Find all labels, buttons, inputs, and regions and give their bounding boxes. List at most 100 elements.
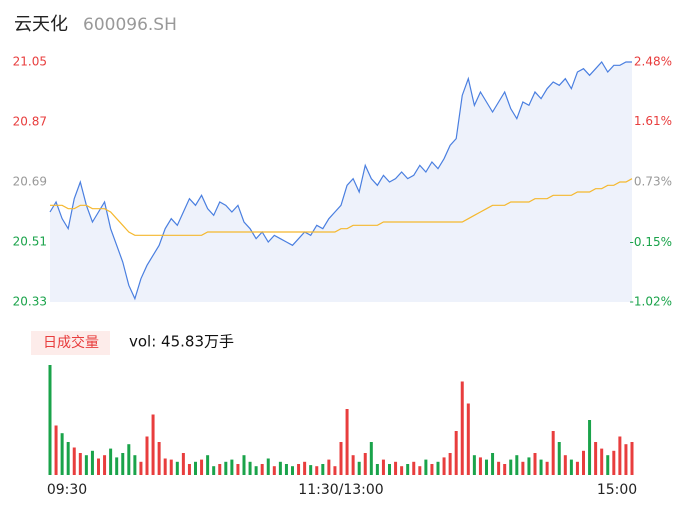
volume-bar bbox=[394, 461, 398, 475]
x-tick-label: 11:30/13:00 bbox=[298, 482, 383, 498]
volume-bar bbox=[230, 459, 234, 475]
volume-bar bbox=[90, 450, 94, 475]
volume-bar bbox=[84, 455, 88, 475]
volume-bar bbox=[151, 414, 155, 475]
volume-bar bbox=[133, 455, 137, 475]
volume-bar bbox=[503, 464, 507, 475]
volume-bar bbox=[121, 453, 125, 475]
volume-bar bbox=[272, 466, 276, 475]
volume-bar bbox=[66, 442, 70, 475]
volume-bar bbox=[594, 442, 598, 475]
volume-bar bbox=[163, 458, 167, 475]
volume-bar bbox=[97, 458, 100, 475]
volume-bar bbox=[266, 458, 270, 475]
volume-bar bbox=[248, 461, 252, 475]
volume-bar bbox=[139, 461, 143, 475]
volume-bar bbox=[157, 442, 161, 475]
y-tick-label: 20.33 bbox=[13, 295, 47, 309]
volume-bar bbox=[448, 453, 452, 475]
volume-bar bbox=[509, 459, 513, 475]
volume-bar bbox=[78, 453, 82, 475]
volume-bar bbox=[430, 464, 434, 475]
volume-bar bbox=[618, 436, 622, 475]
volume-bar bbox=[563, 455, 567, 475]
price-line bbox=[49, 61, 632, 301]
volume-bar bbox=[321, 464, 325, 475]
volume-bar bbox=[569, 459, 573, 475]
y2-tick-label: 1.61% bbox=[634, 114, 672, 128]
y-tick-label: 20.69 bbox=[13, 175, 47, 189]
legend-title: 日成交量 bbox=[43, 334, 99, 351]
volume-bar bbox=[612, 450, 616, 475]
volume-bar bbox=[466, 403, 470, 475]
stock-name: 云天化 bbox=[14, 14, 68, 35]
volume-bar bbox=[388, 464, 391, 475]
volume-bar bbox=[303, 461, 307, 475]
volume-bar bbox=[309, 465, 313, 475]
volume-bar bbox=[200, 459, 204, 475]
volume-bar bbox=[194, 461, 197, 475]
volume-bar bbox=[630, 442, 634, 475]
volume-bar bbox=[297, 464, 301, 475]
volume-bar bbox=[60, 433, 64, 475]
volume-bar bbox=[436, 461, 440, 475]
volume-bar bbox=[460, 381, 464, 475]
volume-bar bbox=[363, 453, 367, 475]
volume-bar bbox=[491, 453, 495, 475]
volume-bar bbox=[48, 365, 52, 475]
volume-bar bbox=[418, 466, 422, 475]
price-area bbox=[50, 62, 632, 302]
volume-label: vol: 45.83万手 bbox=[129, 333, 234, 351]
volume-bar bbox=[339, 442, 343, 475]
volume-bar bbox=[575, 461, 579, 475]
y-tick-label: 21.05 bbox=[13, 55, 47, 69]
volume-bar bbox=[412, 461, 416, 475]
volume-bar bbox=[400, 466, 404, 475]
volume-bar bbox=[175, 461, 179, 475]
volume-bar bbox=[521, 461, 525, 475]
volume-bar bbox=[315, 466, 319, 475]
avg-line bbox=[50, 178, 633, 236]
volume-bar bbox=[472, 455, 476, 475]
volume-bar bbox=[442, 457, 446, 475]
volume-bar bbox=[454, 431, 458, 475]
x-tick-label: 15:00 bbox=[597, 482, 637, 498]
volume-bar bbox=[291, 466, 294, 475]
volume-bar bbox=[545, 461, 549, 475]
y2-tick-label: 0.73% bbox=[634, 175, 672, 189]
volume-bar bbox=[218, 464, 222, 475]
volume-bar bbox=[497, 461, 501, 475]
volume-bar bbox=[115, 457, 119, 475]
volume-bar bbox=[406, 464, 410, 475]
volume-bar bbox=[54, 425, 58, 475]
y-tick-label: 20.51 bbox=[13, 235, 47, 249]
volume-bar bbox=[187, 464, 191, 475]
volume-bar bbox=[582, 450, 585, 475]
volume-bar bbox=[533, 453, 537, 475]
volume-bar bbox=[606, 455, 610, 475]
volume-bar bbox=[169, 459, 173, 475]
volume-bar bbox=[357, 461, 361, 475]
volume-bar bbox=[600, 448, 604, 475]
y-tick-label: 20.87 bbox=[13, 115, 47, 129]
volume-bar bbox=[327, 459, 331, 475]
volume-bar bbox=[260, 464, 264, 475]
volume-bar bbox=[539, 459, 543, 475]
volume-bar bbox=[72, 447, 76, 475]
volume-bar bbox=[278, 461, 282, 475]
y2-tick-label: 2.48% bbox=[634, 55, 672, 69]
volume-bar bbox=[212, 466, 216, 475]
volume-bar bbox=[254, 466, 258, 475]
volume-bar bbox=[369, 442, 373, 475]
y2-tick-label: -1.02% bbox=[630, 295, 672, 309]
volume-bar bbox=[478, 457, 482, 475]
volume-bar bbox=[588, 420, 592, 475]
volume-bar bbox=[127, 444, 131, 475]
volume-bar bbox=[485, 459, 488, 475]
y2-tick-label: -0.15% bbox=[630, 235, 672, 249]
volume-bar bbox=[424, 459, 428, 475]
volume-bar bbox=[551, 431, 555, 475]
volume-bar bbox=[224, 461, 228, 475]
legend-box bbox=[31, 331, 110, 355]
